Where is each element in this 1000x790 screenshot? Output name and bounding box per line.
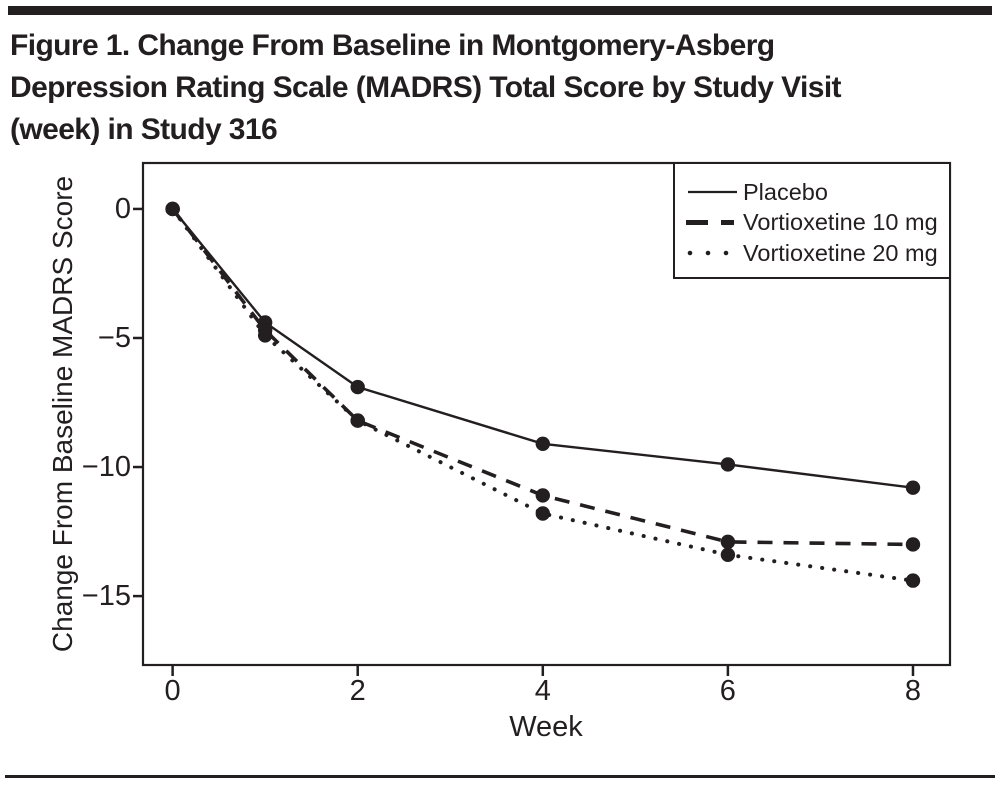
series-line-dashed bbox=[171, 207, 914, 547]
legend-item-label: Vortioxetine 20 mg bbox=[743, 239, 938, 266]
data-point-marker bbox=[535, 506, 550, 521]
data-point-marker bbox=[535, 488, 550, 503]
data-point-marker bbox=[350, 379, 365, 395]
data-point-marker bbox=[720, 547, 736, 562]
legend-swatch-dot bbox=[723, 250, 729, 256]
figure-title-line-1: Figure 1. Change From Baseline in Montgo… bbox=[10, 29, 775, 62]
legend-item-label: Vortioxetine 10 mg bbox=[743, 209, 938, 235]
data-point-marker bbox=[905, 537, 921, 552]
x-axis-title: Week bbox=[509, 711, 583, 743]
x-tick-label: 8 bbox=[904, 675, 922, 707]
figure-title-line-3: (week) in Study 316 bbox=[10, 113, 278, 146]
legend-box bbox=[673, 162, 951, 279]
x-tick-label: 6 bbox=[719, 675, 736, 707]
data-point-marker bbox=[720, 457, 736, 472]
data-point-marker bbox=[257, 328, 273, 343]
legend-swatch-dot bbox=[705, 250, 711, 256]
figure-title: Figure 1. Change From Baseline in Montgo… bbox=[10, 25, 990, 151]
y-tick-label: 0 bbox=[114, 192, 131, 225]
y-tick-label: −5 bbox=[97, 321, 131, 354]
bottom-divider-rule bbox=[5, 775, 995, 778]
legend-item-label: Placebo bbox=[743, 178, 828, 205]
series-line-solid bbox=[171, 208, 914, 489]
x-tick-label: 2 bbox=[349, 675, 366, 707]
plot-frame bbox=[141, 161, 952, 667]
series-line-dotted bbox=[170, 206, 915, 583]
data-point-marker bbox=[905, 480, 921, 495]
figure-title-line-2: Depression Rating Scale (MADRS) Total Sc… bbox=[10, 71, 842, 104]
legend-swatch-dot bbox=[687, 250, 693, 256]
x-tick-label: 4 bbox=[534, 675, 551, 707]
y-axis-title: Change From Baseline MADRS Score bbox=[47, 175, 78, 653]
top-divider-bar bbox=[8, 6, 992, 15]
y-tick-label: −10 bbox=[81, 451, 131, 484]
data-point-marker bbox=[350, 413, 365, 428]
data-point-marker bbox=[165, 201, 180, 217]
x-tick-label: 0 bbox=[164, 675, 181, 707]
y-tick-label: −15 bbox=[81, 580, 131, 613]
data-point-marker bbox=[905, 573, 921, 588]
data-point-marker bbox=[535, 436, 550, 452]
data-point-marker bbox=[720, 534, 736, 550]
